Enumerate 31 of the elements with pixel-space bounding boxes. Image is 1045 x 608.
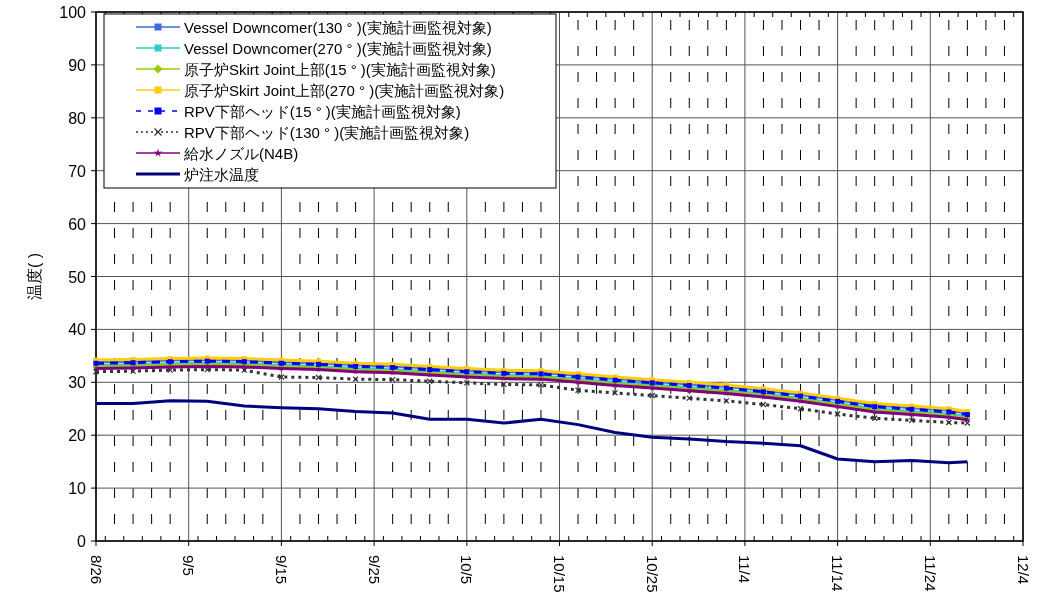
x-tick-label: 9/15 [272,555,290,585]
y-tick-label: 40 [68,321,87,339]
legend-label: RPV下部ヘッド(15 ° )(実施計画監視対象) [184,102,461,120]
x-tick-label: 10/15 [551,555,568,593]
legend-label: RPV下部ヘッド(130 ° )(実施計画監視対象) [184,123,470,141]
x-tick-label: 11/4 [736,555,754,584]
y-tick-label: 0 [77,533,87,550]
x-tick-label: 11/24 [921,555,939,592]
x-tick-label: 11/14 [829,555,847,592]
y-tick-label: 10 [68,480,87,498]
y-tick-label: 70 [68,162,87,180]
y-tick-label: 60 [68,215,87,233]
x-tick-label: 12/4 [1014,555,1032,585]
y-axis-title: 温度( ) [26,252,43,301]
x-tick-label: 8/26 [87,555,105,585]
legend-label: 炉注水温度 [184,165,259,183]
legend-label: Vessel Downcomer(130 ° )(実施計画監視対象) [184,18,492,36]
y-tick-label: 90 [68,56,87,74]
y-tick-label: 100 [59,4,87,21]
legend-label: Vessel Downcomer(270 ° )(実施計画監視対象) [184,39,492,57]
y-tick-label: 50 [68,268,87,286]
x-tick-label: 10/25 [643,555,661,593]
x-tick-label: 9/5 [180,555,198,576]
legend-label: 原子炉Skirt Joint上部(270 ° )(実施計画監視対象) [184,81,505,99]
y-tick-label: 80 [68,109,87,127]
x-tick-label: 9/25 [365,555,383,585]
y-tick-label: 20 [68,427,87,445]
legend-label: 原子炉Skirt Joint上部(15 ° )(実施計画監視対象) [184,60,496,78]
y-tick-label: 30 [68,374,87,392]
legend-label: 給水ノズル(N4B) [183,144,299,162]
x-tick-label: 10/5 [458,555,476,585]
